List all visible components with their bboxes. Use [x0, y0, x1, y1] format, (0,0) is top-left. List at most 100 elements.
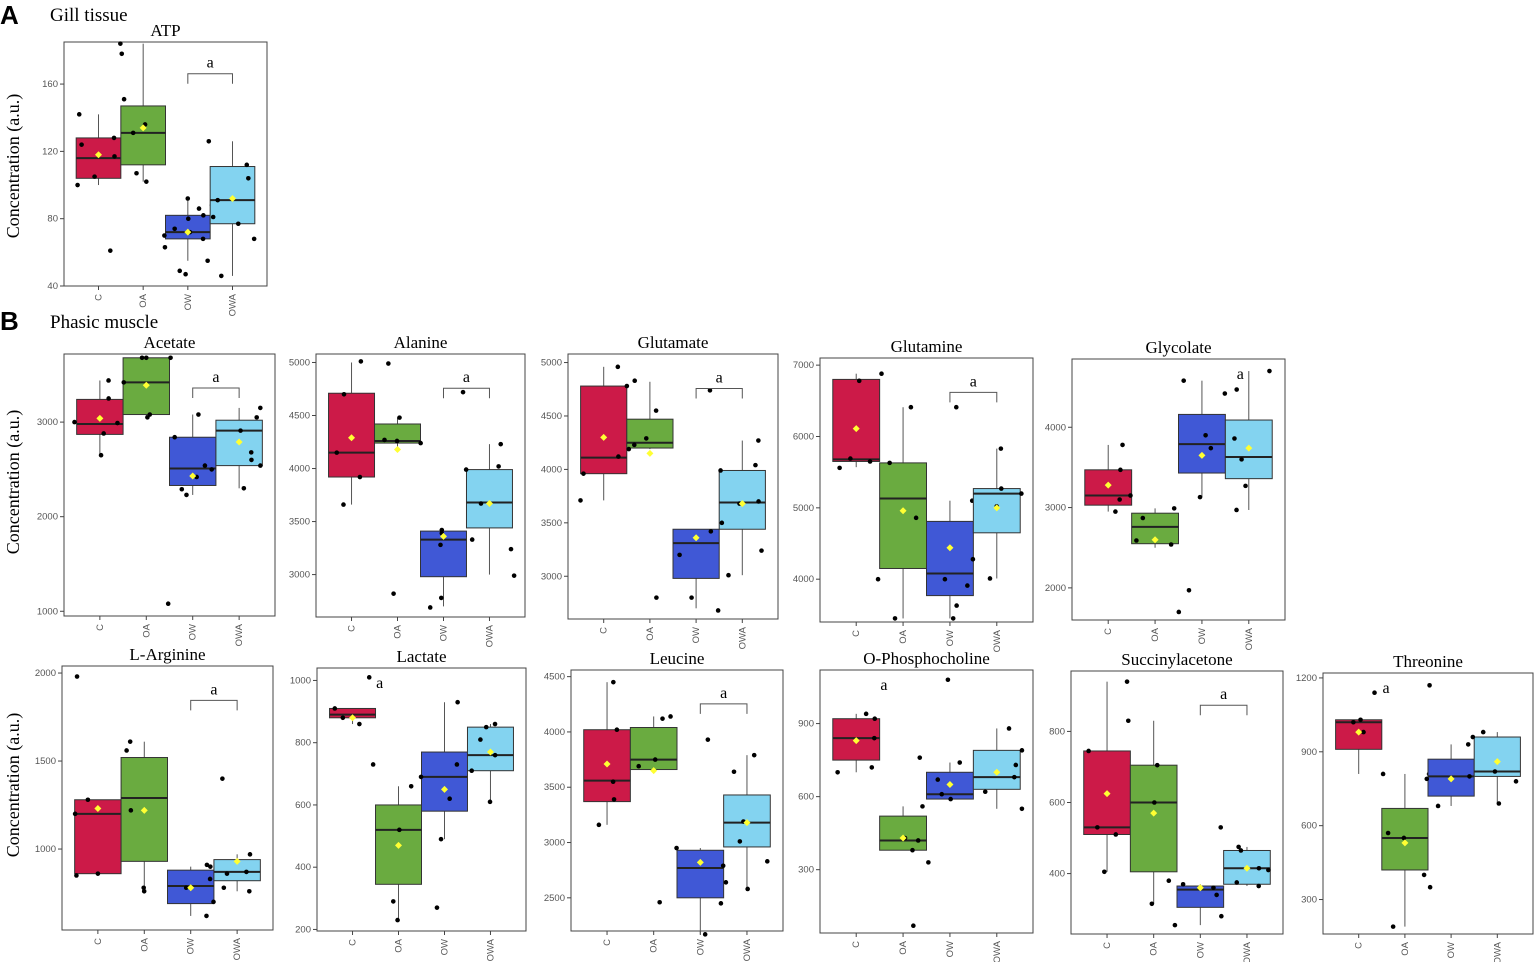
data-point — [469, 537, 475, 542]
data-point — [715, 608, 721, 613]
x-tick-label: C — [1102, 942, 1113, 949]
plot-title: O-Phosphocholine — [863, 649, 990, 668]
data-point — [835, 769, 840, 775]
mean-marker — [993, 504, 1001, 512]
data-point — [723, 880, 729, 885]
plot-atp: ATP 40 80 120 160 C OA OW OWA a — [42, 21, 268, 316]
data-point — [718, 468, 723, 473]
data-point — [112, 154, 117, 159]
plot-glutamate: Glutamate 3000 3500 4000 4500 5000 C OA OW OWA a — [541, 333, 779, 649]
data-point — [1480, 729, 1486, 735]
plot-title: Glutamate — [638, 333, 709, 352]
significance-label: a — [880, 677, 887, 694]
significance-bracket — [192, 387, 240, 399]
data-point — [1172, 922, 1178, 928]
y-tick-label: 3000 — [289, 570, 310, 581]
y-tick-label: 3000 — [541, 571, 562, 582]
data-point — [616, 454, 621, 459]
data-point — [201, 213, 206, 218]
y-tick-label: 2000 — [1045, 583, 1066, 594]
data-point — [872, 716, 878, 722]
x-tick-label: OA — [393, 624, 404, 638]
data-point — [626, 446, 632, 452]
mean-marker — [142, 381, 150, 389]
box-owa — [465, 469, 513, 529]
data-point — [652, 757, 658, 762]
data-point — [196, 206, 202, 211]
data-point — [610, 779, 616, 784]
data-point — [1019, 491, 1024, 496]
data-point — [1222, 391, 1228, 396]
significance-label: a — [716, 369, 723, 386]
data-point — [1390, 924, 1396, 929]
data-point — [1234, 387, 1239, 392]
y-tick-label: 900 — [1301, 747, 1317, 758]
y-tick-label: 300 — [798, 865, 814, 876]
data-point — [106, 378, 111, 383]
data-point — [183, 271, 188, 277]
significance-label: a — [720, 685, 727, 702]
mean-marker — [899, 834, 907, 842]
box-ow — [676, 849, 725, 899]
plot-o-phosphocholine: O-Phosphocholine 300 600 900 C OA OW OWA a — [798, 649, 1034, 962]
data-point — [643, 436, 649, 441]
x-tick-label: C — [599, 627, 610, 634]
x-tick-label: OW — [691, 627, 702, 643]
y-tick-label: 40 — [47, 281, 58, 292]
data-point — [366, 675, 372, 680]
data-point — [204, 862, 210, 868]
significance-bracket — [442, 387, 490, 399]
data-point — [469, 768, 474, 774]
data-point — [837, 465, 842, 471]
data-point — [1465, 742, 1471, 747]
data-point — [172, 226, 177, 232]
mean-marker — [94, 805, 102, 813]
data-point — [1176, 609, 1182, 615]
data-point — [611, 679, 616, 685]
data-point — [124, 748, 129, 753]
x-tick-label: OWA — [1492, 941, 1503, 962]
mean-marker — [1151, 536, 1159, 544]
data-point — [134, 170, 139, 176]
data-point — [496, 464, 501, 469]
data-point — [1358, 717, 1363, 723]
data-point — [106, 396, 111, 401]
mean-marker — [140, 806, 148, 814]
x-tick-label: OA — [1149, 941, 1160, 955]
plot-title: Lactate — [396, 647, 446, 666]
y-tick-label: 3500 — [289, 517, 310, 528]
data-point — [1019, 748, 1025, 753]
data-point — [183, 885, 189, 891]
y-tick-label: 1500 — [35, 756, 56, 767]
significance-bracket — [1199, 704, 1248, 716]
plots-layer: ATP 40 80 120 160 C OA OW OWA a Acetate 1000 2000 300… — [35, 21, 1534, 962]
y-tick-label: 80 — [47, 214, 58, 225]
panel-a-title: Gill tissue — [50, 5, 128, 26]
mean-marker — [1355, 728, 1363, 736]
data-point — [427, 605, 433, 610]
y-tick-label: 4500 — [541, 411, 562, 422]
x-tick-label: OWA — [234, 623, 245, 646]
data-point — [211, 899, 216, 905]
data-point — [720, 863, 726, 869]
mean-marker — [946, 780, 954, 788]
data-point — [119, 51, 125, 57]
data-point — [1168, 542, 1174, 547]
data-point — [144, 179, 149, 184]
mean-marker — [1104, 481, 1112, 489]
x-tick-label: OW — [945, 630, 956, 646]
data-point — [1125, 718, 1131, 724]
data-point — [1019, 806, 1025, 812]
mean-marker — [187, 884, 195, 892]
data-point — [1427, 884, 1433, 890]
data-point — [397, 827, 402, 833]
y-tick-label: 5000 — [541, 358, 562, 369]
y-tick-label: 4500 — [544, 672, 565, 683]
data-point — [1232, 436, 1237, 441]
data-point — [917, 755, 923, 760]
mean-marker — [184, 228, 192, 236]
data-point — [1013, 762, 1019, 768]
data-point — [1424, 776, 1430, 782]
data-point — [1513, 779, 1519, 784]
mean-marker — [96, 414, 104, 422]
